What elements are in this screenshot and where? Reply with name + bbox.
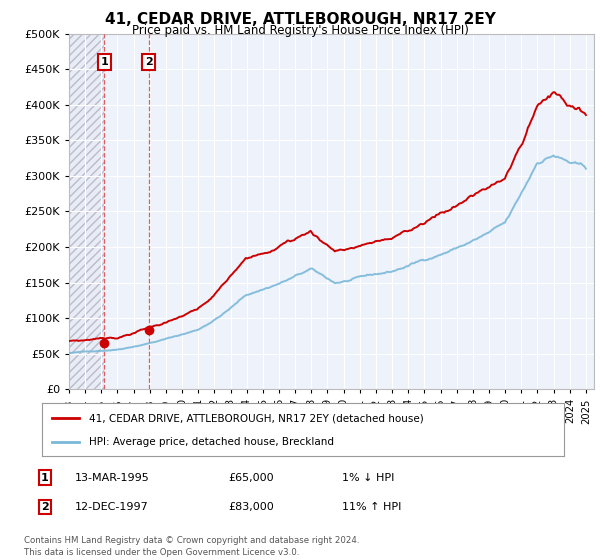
Text: Price paid vs. HM Land Registry's House Price Index (HPI): Price paid vs. HM Land Registry's House …	[131, 24, 469, 36]
Text: Contains HM Land Registry data © Crown copyright and database right 2024.
This d: Contains HM Land Registry data © Crown c…	[24, 536, 359, 557]
Text: £65,000: £65,000	[228, 473, 274, 483]
Text: HPI: Average price, detached house, Breckland: HPI: Average price, detached house, Brec…	[89, 436, 334, 446]
Text: 1: 1	[41, 473, 49, 483]
Text: 41, CEDAR DRIVE, ATTLEBOROUGH, NR17 2EY: 41, CEDAR DRIVE, ATTLEBOROUGH, NR17 2EY	[104, 12, 496, 27]
Text: £83,000: £83,000	[228, 502, 274, 512]
Text: 13-MAR-1995: 13-MAR-1995	[75, 473, 150, 483]
Bar	[69, 34, 104, 389]
Text: 12-DEC-1997: 12-DEC-1997	[75, 502, 149, 512]
Text: 11% ↑ HPI: 11% ↑ HPI	[342, 502, 401, 512]
Bar	[69, 34, 104, 389]
Text: 41, CEDAR DRIVE, ATTLEBOROUGH, NR17 2EY (detached house): 41, CEDAR DRIVE, ATTLEBOROUGH, NR17 2EY …	[89, 413, 424, 423]
Text: 1: 1	[101, 57, 108, 67]
Text: 2: 2	[145, 57, 152, 67]
Bar	[69, 34, 104, 389]
Text: 2: 2	[41, 502, 49, 512]
Bar	[149, 34, 594, 389]
Bar	[104, 34, 149, 389]
Text: 1% ↓ HPI: 1% ↓ HPI	[342, 473, 394, 483]
